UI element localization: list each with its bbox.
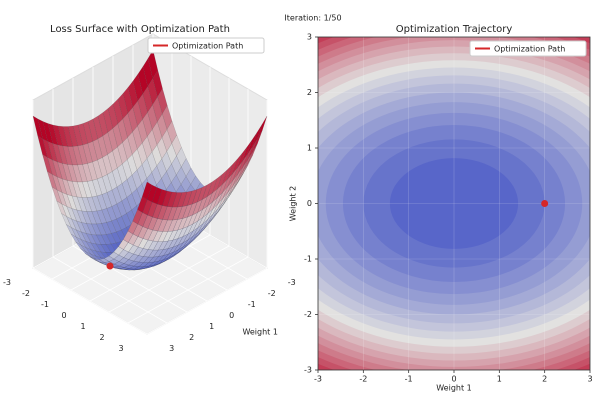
x-axis-label: Weight 1: [436, 384, 472, 393]
x-tick-label: -3: [288, 278, 296, 287]
x-tick-label: 3: [587, 375, 592, 384]
y-tick-label: 2: [307, 88, 312, 97]
contour-area: [318, 37, 590, 370]
grid-line: [89, 67, 211, 302]
suptitle: Iteration: 1/50: [284, 14, 341, 23]
y-tick-label: 0: [61, 311, 66, 320]
chart-title: Optimization Trajectory: [396, 24, 513, 35]
legend-label: Optimization Path: [494, 45, 565, 54]
x-tick-label: 0: [451, 375, 456, 384]
y-tick-label: 0: [307, 199, 312, 208]
legend-label: Optimization Path: [172, 42, 243, 51]
contour-fill: [389, 158, 519, 249]
plot-frame: [317, 36, 591, 371]
legend-box: [469, 40, 587, 57]
grid-line: [146, 100, 268, 335]
y-tick-label: 2: [99, 333, 104, 342]
x-tick-label: 1: [497, 375, 502, 384]
x-tick-label: -2: [359, 375, 367, 384]
path-point: [541, 200, 549, 207]
grid-line: [127, 89, 249, 324]
x-tick-label: -1: [248, 300, 256, 309]
y-tick-label: -3: [304, 366, 312, 375]
path-point: [106, 262, 114, 270]
legend-box: [147, 37, 265, 54]
x-tick-label: 0: [229, 311, 234, 320]
grid-line: [108, 78, 230, 313]
y-tick-label: -2: [22, 289, 30, 298]
y-axis-label: Weight 2: [289, 186, 298, 222]
x-tick-label: 1: [209, 322, 214, 331]
chart-title: Loss Surface with Optimization Path: [50, 24, 230, 35]
x-tick-label: 3: [169, 344, 174, 353]
x-tick-label: -3: [314, 375, 322, 384]
x-tick-label: 2: [189, 333, 194, 342]
y-tick-label: 3: [307, 33, 312, 42]
y-tick-label: 1: [307, 144, 312, 153]
y-tick-label: -2: [304, 310, 312, 319]
y-tick-label: -3: [3, 278, 11, 287]
y-tick-label: -1: [41, 300, 49, 309]
x-tick-label: -2: [268, 289, 276, 298]
x-tick-label: -1: [405, 375, 413, 384]
surface-patch: [142, 181, 153, 200]
y-tick-label: -1: [304, 255, 312, 264]
x-axis-label: Weight 1: [242, 327, 278, 336]
y-tick-label: 1: [80, 322, 85, 331]
y-tick-label: 3: [118, 344, 123, 353]
x-tick-label: 2: [542, 375, 547, 384]
